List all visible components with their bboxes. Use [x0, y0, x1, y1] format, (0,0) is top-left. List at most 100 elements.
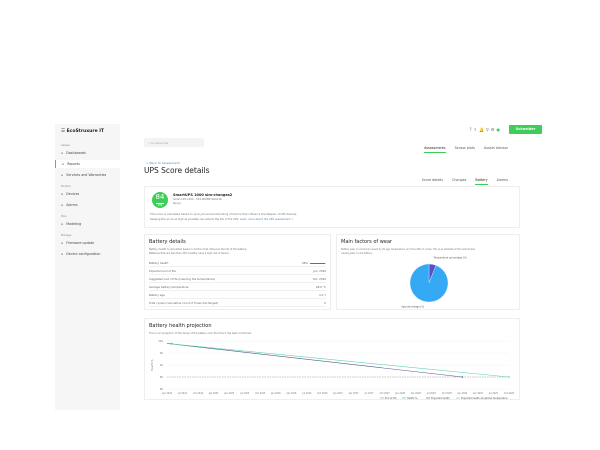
report-icon: ▫ [62, 162, 65, 166]
y-tick-label: 90 [160, 363, 164, 367]
dashboard-icon: ▫ [61, 151, 64, 155]
sidebar-item[interactable]: ▫ Firmware update [61, 241, 95, 245]
tab[interactable]: Assets Advisor [483, 146, 508, 150]
card-title: Main factors of wear [341, 239, 393, 245]
main-content: ⌕ Accessories ?⇪🔔⚲⚙● Schneider Electric … [140, 124, 550, 414]
device-card: 84 100 SmartUPS 1000 sim-changes2 Smart-U… [144, 186, 520, 228]
tab[interactable]: Alarms [496, 178, 508, 182]
pie-label: Age percentage (%) [401, 306, 424, 309]
legend-entry: Health % [407, 397, 418, 400]
device-model: Smart-UPS 1000 - 3X4-0D0B07A0041D [173, 198, 222, 201]
y-tick-label: 85 [160, 375, 164, 379]
y-tick-label: 80 [160, 387, 164, 391]
x-tick-label: Apr 2027 [349, 392, 360, 395]
menu-icon[interactable]: ☰ [61, 129, 67, 134]
config-icon: ▫ [61, 252, 64, 256]
service-icon: ▫ [61, 173, 64, 177]
x-tick-label: Apr 2024 [162, 392, 173, 395]
tab[interactable]: Score details [421, 178, 444, 182]
device-icon: ▫ [61, 192, 64, 196]
sidebar-item[interactable]: ▫ Devices [61, 192, 80, 196]
sidebar: ☰ EcoStruxure IT Assess ▫ Dashboards ▫ Repor… [55, 124, 120, 410]
help-icon[interactable]: ? [469, 127, 474, 132]
tab[interactable]: Sensor plots [454, 146, 475, 150]
y-axis-label: Health % [150, 359, 154, 371]
sidebar-item[interactable]: ▫ Services and Warranties [61, 173, 107, 177]
nav-section-label: Assess [61, 144, 70, 147]
x-tick-label: Jul 2028 [426, 392, 437, 395]
projection-card: Battery health projection This is our pr… [144, 318, 520, 400]
firmware-icon: ▫ [61, 241, 64, 245]
filter-icon[interactable]: ⚲ [485, 127, 491, 132]
description: This score is calculated based on anonym… [150, 213, 298, 216]
user-icon[interactable]: ● [496, 127, 502, 132]
x-tick-label: Jan 2027 [332, 392, 343, 395]
toolbar-icons[interactable]: ?⇪🔔⚲⚙● [470, 127, 503, 132]
score-badge: 84 100 [152, 192, 168, 208]
legend-entry: Projected health at optimal temperature [461, 397, 508, 400]
description: Battery health is calculated based on fa… [149, 248, 247, 251]
description: Batteries that are less than 40% healthy… [149, 252, 230, 255]
description: This is our projection of the decay of t… [149, 332, 252, 335]
tab[interactable]: Assessments [424, 146, 446, 153]
x-tick-label: Apr 2029 [473, 392, 484, 395]
description: Battery wear is commonly caused by its a… [341, 248, 476, 251]
card-title: Battery details [149, 239, 186, 245]
series-line [166, 343, 510, 378]
battery-row: Battery age 0.2 Y [149, 293, 326, 299]
sidebar-item[interactable]: ▫ Reports [55, 160, 120, 168]
series-line [166, 343, 463, 378]
x-tick-label: Jan 2029 [457, 392, 468, 395]
x-tick-label: Jul 2025 [239, 392, 250, 395]
tab[interactable]: Changes [452, 178, 467, 182]
learn-more-link[interactable]: Learn more about the UPS assessment ↗ [239, 218, 294, 221]
projection-line-chart: 100 95 90 85 80 Health % Apr 2024 Jul 2024 Oct 2… [150, 339, 515, 400]
x-tick-label: Jul 2026 [301, 392, 312, 395]
x-tick-label: Jul 2029 [488, 392, 499, 395]
upload-icon[interactable]: ⇪ [473, 127, 479, 132]
x-tick-label: Jul 2024 [177, 392, 188, 395]
sidebar-item[interactable]: ▫ Device configuration [61, 252, 101, 256]
x-tick-label: Jul 2027 [364, 392, 375, 395]
x-tick-label: Oct 2028 [442, 392, 453, 395]
wear-card: Main factors of wear Battery wear is com… [336, 234, 520, 310]
search-input[interactable]: ⌕ Accessories [144, 138, 204, 147]
series-point [508, 376, 510, 378]
battery-row: Average battery temperature 28.6 °C [149, 285, 326, 291]
device-name: SmartUPS 1000 sim-changes2 [173, 193, 233, 197]
x-tick-label: Oct 2024 [193, 392, 204, 395]
x-tick-label: Oct 2029 [504, 392, 515, 395]
battery-details-card: Battery details Battery health is calcul… [144, 234, 331, 310]
search-icon: ⌕ [148, 141, 151, 145]
app-logo[interactable]: ☰ EcoStruxure IT [61, 129, 104, 134]
description: causing wear on the battery. [341, 252, 373, 255]
card-title: Battery health projection [149, 323, 212, 329]
modeling-icon: ▫ [61, 222, 64, 226]
y-tick-label: 95 [160, 351, 164, 355]
alarm-icon: ▫ [61, 203, 64, 207]
x-tick-label: Jan 2025 [208, 392, 219, 395]
brand-logo: Schneider Electric [509, 125, 542, 140]
gear-icon[interactable]: ⚙ [490, 127, 497, 132]
bell-icon[interactable]: 🔔 [478, 127, 486, 132]
sidebar-item[interactable]: ▫ Dashboards [61, 151, 86, 155]
legend-entry: End of life [385, 397, 397, 400]
tab[interactable]: Battery [475, 178, 488, 185]
page-title: UPS Score details [144, 166, 210, 175]
x-tick-label: Apr 2028 [411, 392, 422, 395]
x-tick-label: Oct 2026 [317, 392, 328, 395]
sidebar-item[interactable]: ▫ Alarms [61, 203, 78, 207]
series-point [461, 376, 464, 378]
battery-row: Total cycles (cumulative count of times … [149, 301, 326, 307]
y-tick-label: 100 [158, 339, 163, 343]
x-tick-label: Oct 2025 [255, 392, 266, 395]
sidebar-item[interactable]: ▫ Modeling [61, 222, 82, 226]
nav-section-label: Monitor [61, 185, 71, 188]
back-link[interactable]: < Back to Assessment [146, 161, 180, 165]
wear-pie-chart: Temperature percentage (%) Age percentage… [401, 256, 466, 309]
health-bar [310, 262, 326, 264]
description: Keeping the score as high as possible ca… [150, 218, 240, 221]
nav-section-label: Manage [61, 234, 72, 237]
nav-section-label: Plan [61, 215, 67, 218]
x-tick-label: Apr 2026 [286, 392, 297, 395]
